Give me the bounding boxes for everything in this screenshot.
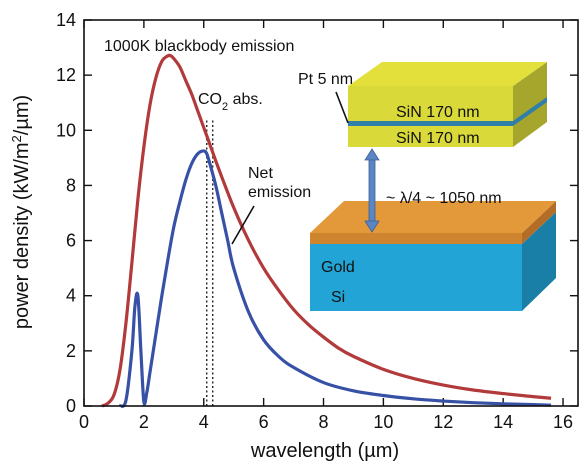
si-side-face xyxy=(522,212,556,311)
annotation-co2-sub: 2 xyxy=(222,101,228,113)
y-tick-label: 12 xyxy=(56,65,76,85)
gap-arrow-head-down xyxy=(364,220,380,233)
annotation-co2-post: abs. xyxy=(228,91,263,108)
x-tick-label: 4 xyxy=(199,412,209,432)
x-tick-label: 14 xyxy=(493,412,513,432)
x-tick-label: 12 xyxy=(433,412,453,432)
y-tick-label: 10 xyxy=(56,120,76,140)
y-axis-label: power density (kW/m2/µm) xyxy=(9,95,34,329)
device-schematic: Pt 5 nm SiN 170 nm SiN 170 nm ~ λ/4 ~ 10… xyxy=(298,62,556,311)
annotation-net-1: Net xyxy=(248,165,273,182)
y-tick-label: 2 xyxy=(66,341,76,361)
label-pt: Pt 5 nm xyxy=(298,71,353,88)
y-axis-label-pre: power density (kW/m xyxy=(11,142,33,329)
axis-tick-labels: 0 2 4 6 8 10 12 14 16 0 2 4 6 8 10 12 14 xyxy=(56,10,573,432)
annotation-blackbody: 1000K blackbody emission xyxy=(104,38,294,55)
co2-absorption-lines xyxy=(206,119,214,406)
label-sin-top: SiN 170 nm xyxy=(396,104,480,121)
sin-side-face xyxy=(513,62,547,147)
x-tick-label: 8 xyxy=(319,412,329,432)
x-tick-label: 2 xyxy=(139,412,149,432)
x-axis-label: wavelength (µm) xyxy=(250,440,399,462)
y-tick-label: 0 xyxy=(66,396,76,416)
annotation-co2: CO2 abs. xyxy=(198,91,263,113)
annotation-co2-pre: CO xyxy=(198,91,222,108)
y-tick-label: 8 xyxy=(66,175,76,195)
y-tick-label: 4 xyxy=(66,286,76,306)
gold-side-face xyxy=(522,201,556,244)
x-tick-label: 16 xyxy=(553,412,573,432)
gap-arrow-shaft xyxy=(368,158,376,223)
si-front-face xyxy=(310,244,522,311)
pt-layer-side xyxy=(513,97,547,126)
y-tick-label: 6 xyxy=(66,231,76,251)
annotation-net-2: emission xyxy=(248,184,311,201)
x-tick-label: 6 xyxy=(259,412,269,432)
label-sin-bottom: SiN 170 nm xyxy=(396,130,480,147)
series-line-net-emission xyxy=(118,149,552,408)
sin-front-face xyxy=(348,86,513,147)
y-tick-label: 14 xyxy=(56,10,76,30)
gold-front-face xyxy=(310,233,522,244)
gap-arrow-head-up xyxy=(364,148,380,161)
annotation-net-pointer xyxy=(231,205,255,245)
series-line-blackbody xyxy=(101,53,552,408)
label-si: Si xyxy=(331,289,345,306)
x-tick-label: 0 xyxy=(79,412,89,432)
pt-layer-front xyxy=(348,121,513,126)
y-axis-label-post: /µm) xyxy=(11,95,33,135)
gap-arrow xyxy=(364,148,380,233)
y-axis-label-sup: 2 xyxy=(9,135,24,142)
plot-frame xyxy=(83,19,579,407)
x-tick-label: 10 xyxy=(373,412,393,432)
label-pt-pointer xyxy=(335,91,349,124)
sin-top-face xyxy=(348,62,547,86)
label-gold: Gold xyxy=(321,259,355,276)
label-gap: ~ λ/4 ~ 1050 nm xyxy=(386,190,502,207)
